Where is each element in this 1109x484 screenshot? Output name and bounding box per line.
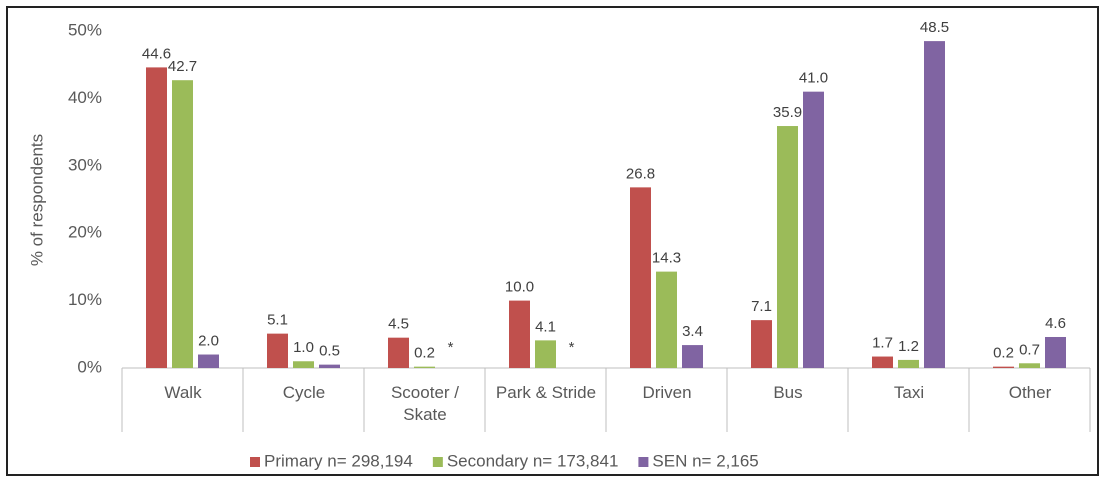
x-tick-label: Scooter / Skate [390, 383, 460, 424]
data-label: 7.1 [751, 298, 772, 315]
bar [872, 356, 893, 368]
bar [509, 300, 530, 368]
bar [751, 320, 772, 368]
data-label: 26.8 [626, 165, 655, 182]
bar [414, 366, 435, 368]
data-label: 1.0 [293, 339, 314, 356]
bar [172, 80, 193, 369]
y-tick-label: 40% [68, 88, 102, 107]
data-label: 10.0 [505, 279, 534, 296]
bar [146, 67, 167, 369]
data-label: 44.6 [142, 45, 171, 62]
bar [777, 126, 798, 368]
data-label: 0.2 [414, 345, 435, 362]
data-label: 5.1 [267, 312, 288, 329]
data-label: 14.3 [652, 250, 681, 267]
data-label: 41.0 [799, 70, 828, 87]
bar [630, 187, 651, 368]
data-label: * [448, 339, 454, 356]
y-tick-label: 10% [68, 290, 102, 309]
data-label: 42.7 [168, 58, 197, 75]
data-label: 1.7 [872, 335, 893, 352]
y-tick-label: 50% [68, 20, 102, 39]
data-label: 3.4 [682, 323, 703, 340]
legend-swatch [250, 457, 260, 467]
bar [656, 271, 677, 368]
bar [924, 41, 945, 369]
x-tick-label: Park & Stride [495, 383, 597, 402]
data-label: 4.6 [1045, 315, 1066, 332]
frame [6, 6, 1099, 476]
data-label: 4.1 [535, 318, 556, 335]
bar [1019, 363, 1040, 368]
x-tick-label: Cycle [282, 383, 326, 402]
data-label: 0.2 [993, 345, 1014, 362]
y-tick-label: 30% [68, 155, 102, 174]
y-tick-label: 0% [77, 357, 102, 376]
data-label: 1.2 [898, 338, 919, 355]
data-label: 48.5 [920, 19, 949, 36]
bar [993, 366, 1014, 368]
x-tick-label: Taxi [893, 383, 925, 402]
legend-swatch [432, 457, 443, 467]
bar [1045, 336, 1066, 368]
bar [803, 91, 824, 368]
legend-swatch [638, 457, 649, 467]
data-label: 2.0 [198, 332, 219, 349]
data-label: 0.7 [1019, 341, 1040, 358]
x-tick-label: Bus [773, 383, 803, 402]
bar [535, 340, 556, 368]
data-label: 4.5 [388, 316, 409, 333]
x-tick-label: Driven [642, 383, 692, 402]
data-label: * [569, 339, 575, 356]
bar [267, 333, 288, 368]
bar [682, 345, 703, 368]
x-tick-label: Walk [164, 383, 202, 402]
x-tick-label: Other [1008, 383, 1052, 402]
legend-label: Secondary n= 173,841 [447, 451, 619, 470]
y-axis-label: % of respondents [27, 134, 46, 266]
y-tick-label: 20% [68, 223, 102, 242]
legend-label: Primary n= 298,194 [264, 451, 413, 470]
bar [898, 359, 919, 368]
legend-label: SEN n= 2,165 [652, 451, 758, 470]
data-label: 35.9 [773, 104, 802, 121]
data-label: 0.5 [319, 343, 340, 360]
bar [319, 364, 340, 368]
bar [388, 337, 409, 368]
bar [293, 361, 314, 368]
bar [198, 354, 219, 368]
